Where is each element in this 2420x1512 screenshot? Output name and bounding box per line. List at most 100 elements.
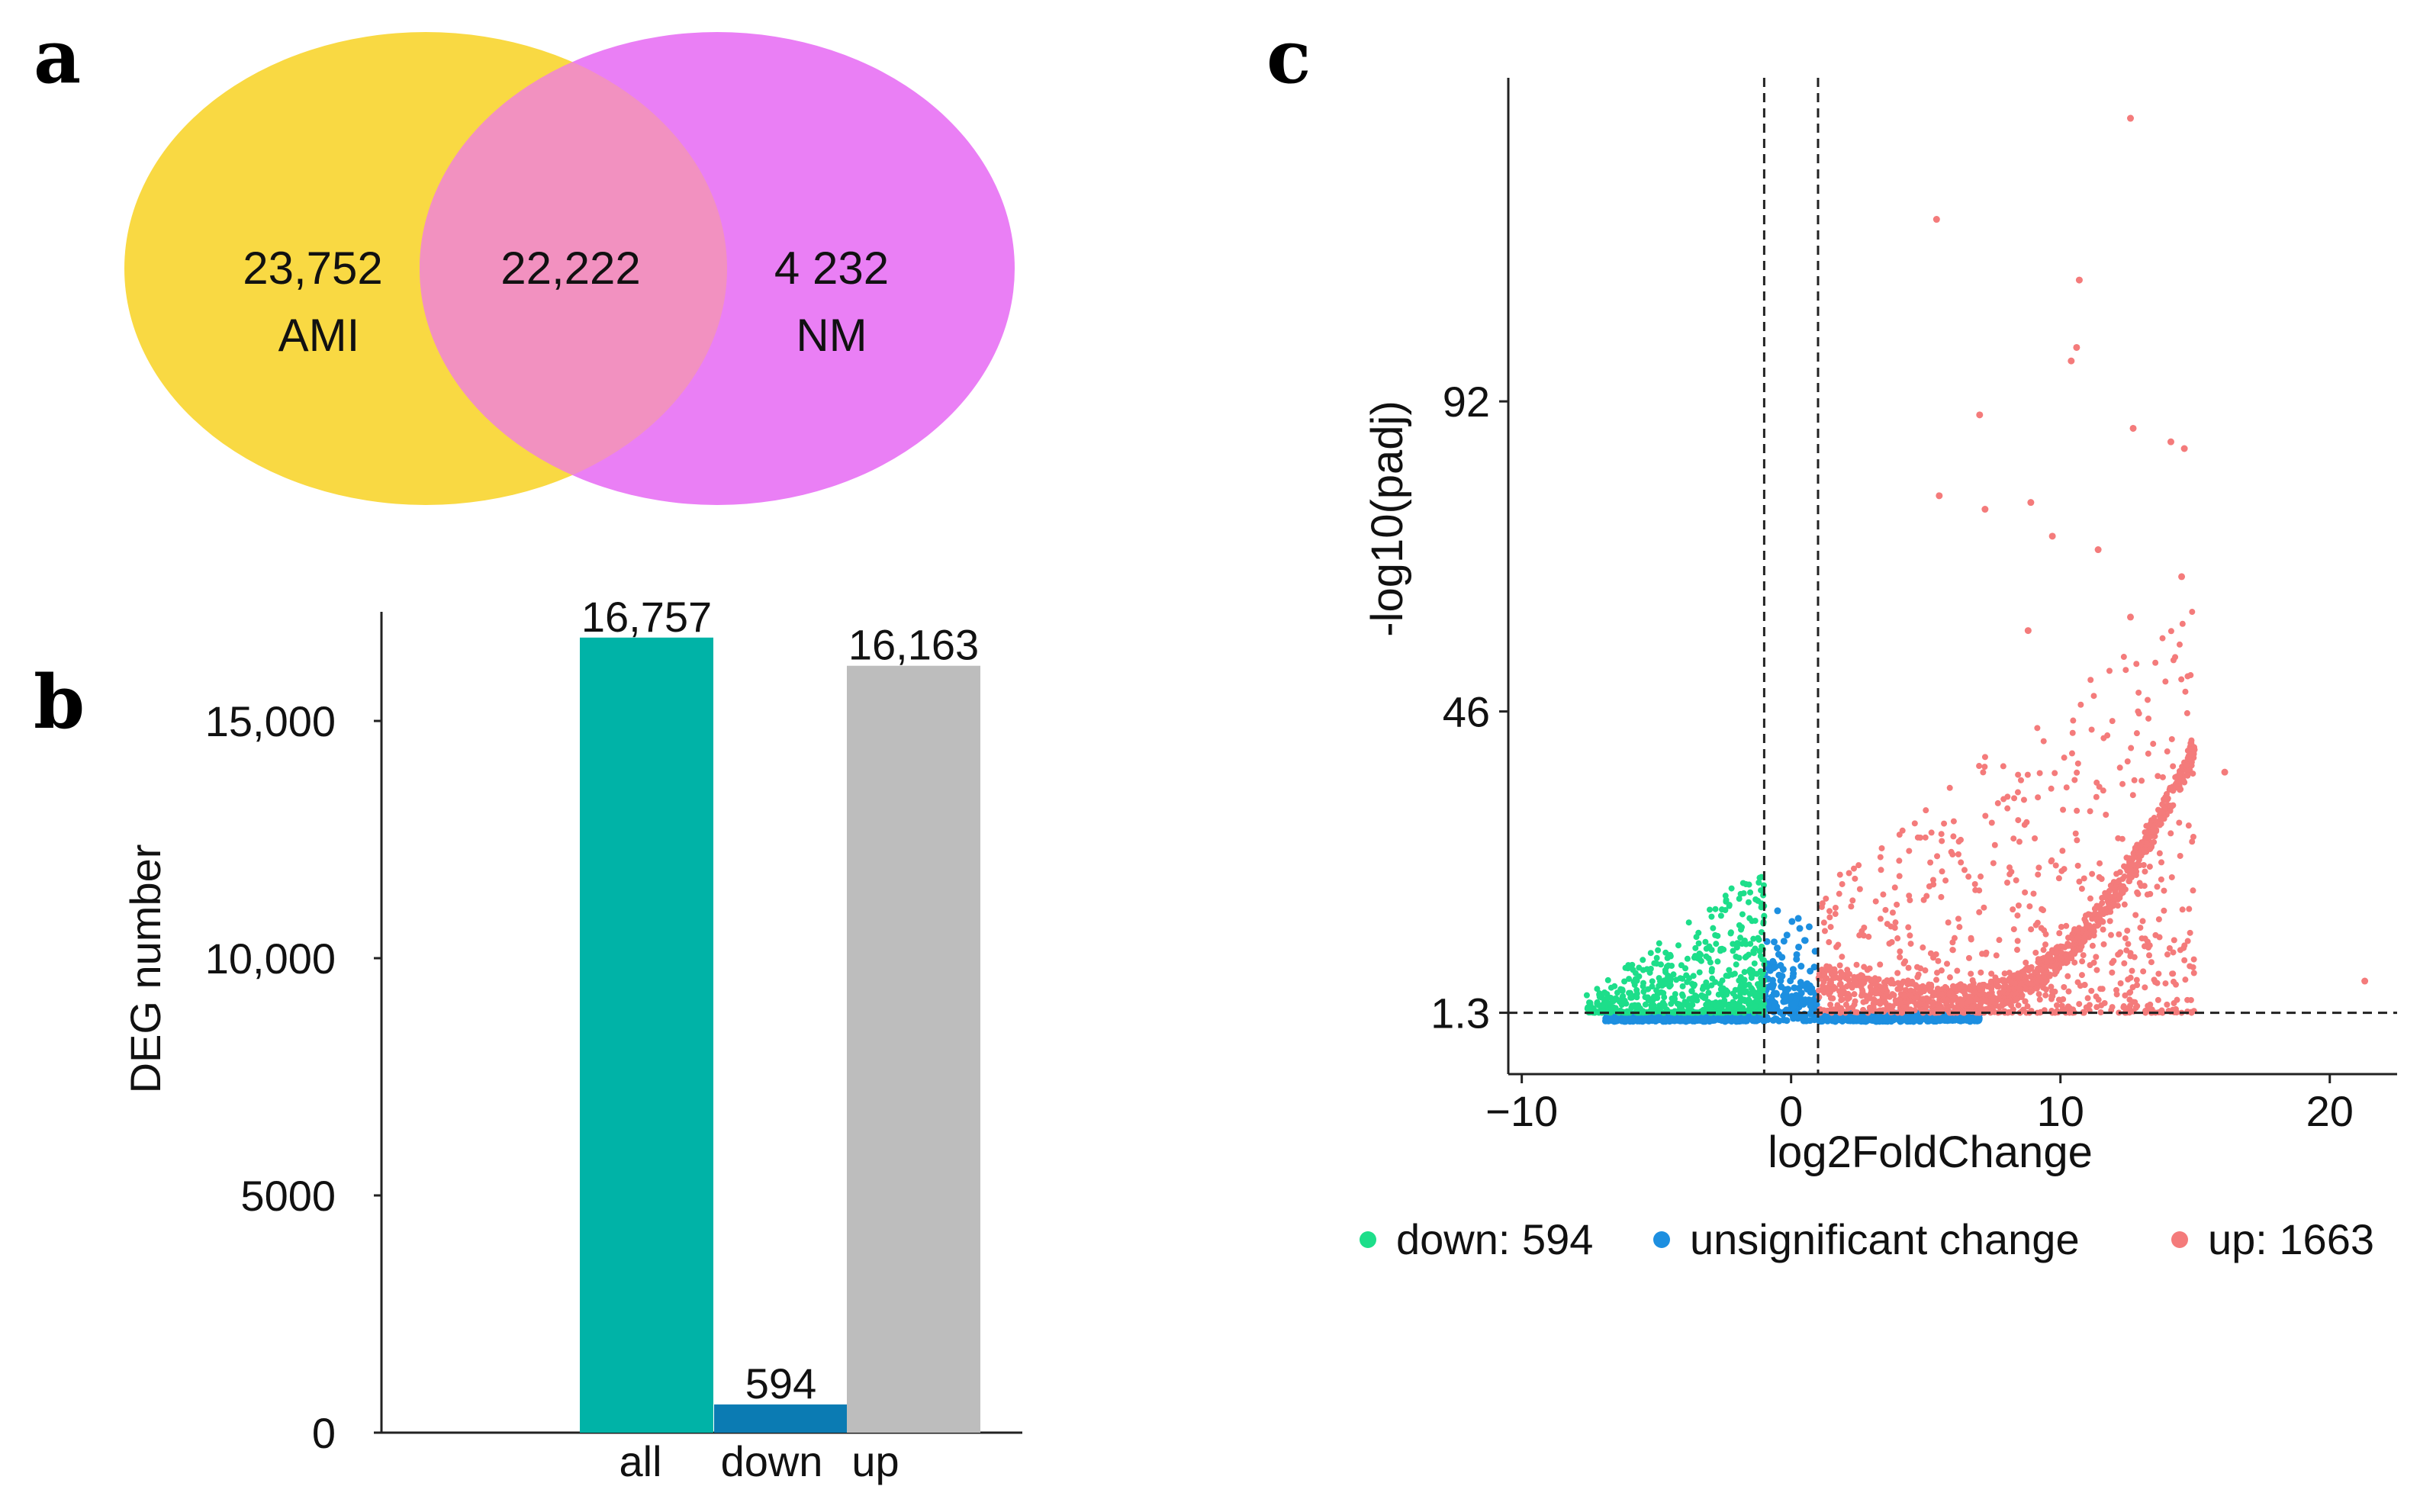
volcano-point-up (2152, 659, 2159, 666)
volcano-point-down (1630, 978, 1637, 985)
volcano-point-up (1927, 986, 1934, 993)
volcano-point-down (1739, 941, 1746, 947)
volcano-point-up (2036, 770, 2043, 777)
volcano-point-ns (1732, 1016, 1739, 1024)
volcano-point-down (1698, 992, 1705, 999)
volcano-point-up (1866, 1004, 1873, 1011)
volcano-point-up (2190, 887, 2196, 894)
volcano-point-up (2048, 785, 2055, 792)
volcano-point-up (1865, 933, 1872, 940)
volcano-point-down (1692, 992, 1699, 999)
volcano-point-up (1835, 941, 1842, 948)
volcano-point-up (2028, 963, 2035, 970)
volcano-point-up (2170, 657, 2177, 664)
volcano-point-up (1877, 854, 1884, 861)
volcano-point-down (1761, 957, 1768, 963)
volcano-legend: down: 594 unsignificant change up: 1663 (1360, 1215, 2374, 1263)
volcano-point-down (1708, 968, 1715, 975)
volcano-point-down (1667, 951, 1674, 958)
volcano-point-ns (1925, 1015, 1932, 1022)
volcano-point-up (1849, 1004, 1856, 1011)
volcano-point-up (1955, 915, 1961, 922)
volcano-point-down (1737, 935, 1744, 941)
volcano-point-down (1604, 999, 1611, 1006)
volcano-point-down (1660, 1003, 1667, 1010)
volcano-point-up (2159, 774, 2166, 780)
volcano-point-ns (1622, 1017, 1630, 1025)
volcano-point-down (1736, 896, 1743, 902)
volcano-point-down (1741, 976, 1748, 983)
volcano-point-down (1672, 996, 1678, 1002)
volcano-point-ns (1817, 1017, 1824, 1025)
volcano-point-up (1874, 986, 1881, 993)
volcano-point-down (1708, 947, 1715, 954)
volcano-point-up (2016, 838, 2023, 845)
volcano-point-down (1685, 919, 1692, 926)
volcano-point-down (1734, 940, 1741, 947)
volcano-point-up (1858, 928, 1865, 935)
volcano-point-up (2162, 678, 2169, 685)
volcano-point-up (2158, 876, 2164, 883)
volcano-point-down (1684, 979, 1691, 986)
volcano-point-up (2061, 866, 2068, 873)
volcano-point-up (2127, 866, 2134, 873)
volcano-point-up (2021, 822, 2028, 828)
volcano-point-down (1642, 1001, 1649, 1008)
volcano-point-up (2168, 873, 2175, 880)
volcano-point-down (1621, 978, 1628, 985)
volcano-point-up (2138, 777, 2145, 784)
volcano-point-up (2006, 986, 2013, 992)
volcano-point-up (2124, 758, 2131, 765)
volcano-point-down (1712, 979, 1719, 986)
volcano-point-ns (1807, 967, 1814, 975)
volcano-point-up (1897, 948, 1903, 955)
volcano-point-down (1714, 932, 1721, 939)
volcano-point-up (1826, 939, 1833, 946)
volcano-point-ns (1655, 1013, 1662, 1021)
volcano-point-up (2004, 880, 2011, 886)
volcano-point-up (1981, 506, 1989, 513)
volcano-point-up (1826, 914, 1833, 921)
volcano-y-tick-label: 1.3 (1430, 989, 1490, 1037)
volcano-point-up (2093, 779, 2100, 786)
volcano-point-up (2075, 276, 2083, 284)
volcano-point-ns (1935, 1017, 1942, 1025)
volcano-point-up (2137, 841, 2144, 848)
bar-y-tick-label: 5000 (240, 1172, 336, 1220)
volcano-point-up (2029, 987, 2035, 994)
volcano-point-up (2221, 768, 2229, 776)
volcano-point-up (2063, 784, 2070, 791)
volcano-point-up (2144, 891, 2151, 898)
volcano-point-up (2011, 795, 2018, 802)
volcano-point-up (2156, 934, 2163, 941)
volcano-point-up (2168, 735, 2175, 742)
volcano-point-up (2086, 1002, 2093, 1009)
volcano-point-up (1839, 880, 1846, 887)
volcano-point-up (2131, 854, 2138, 861)
volcano-point-down (1690, 973, 1697, 980)
volcano-point-up (1875, 998, 1882, 1005)
volcano-point-up (2082, 918, 2089, 925)
volcano-point-up (1820, 919, 1827, 926)
volcano-point-up (2132, 844, 2138, 851)
volcano-point-up (2075, 933, 2082, 940)
volcano-point-up (2166, 944, 2173, 951)
volcano-point-up (2087, 808, 2093, 815)
volcano-point-up (2040, 947, 2047, 954)
volcano-point-up (2150, 741, 2157, 748)
volcano-point-up (1988, 819, 1995, 826)
volcano-point-up (1836, 981, 1843, 988)
volcano-point-up (2042, 992, 2049, 999)
volcano-point-up (1829, 995, 1836, 1002)
volcano-point-ns (1768, 976, 1776, 984)
volcano-point-up (1961, 867, 1968, 873)
volcano-point-up (2048, 983, 2055, 990)
volcano-point-up (2186, 906, 2193, 912)
volcano-point-ns (1861, 1015, 1868, 1022)
volcano-point-up (2074, 807, 2080, 814)
volcano-point-up (2110, 901, 2117, 908)
volcano-x-tick-label: −10 (1485, 1087, 1558, 1135)
volcano-point-up (2190, 834, 2196, 841)
volcano-point-up (1936, 1005, 1943, 1012)
volcano-point-down (1644, 994, 1651, 1001)
